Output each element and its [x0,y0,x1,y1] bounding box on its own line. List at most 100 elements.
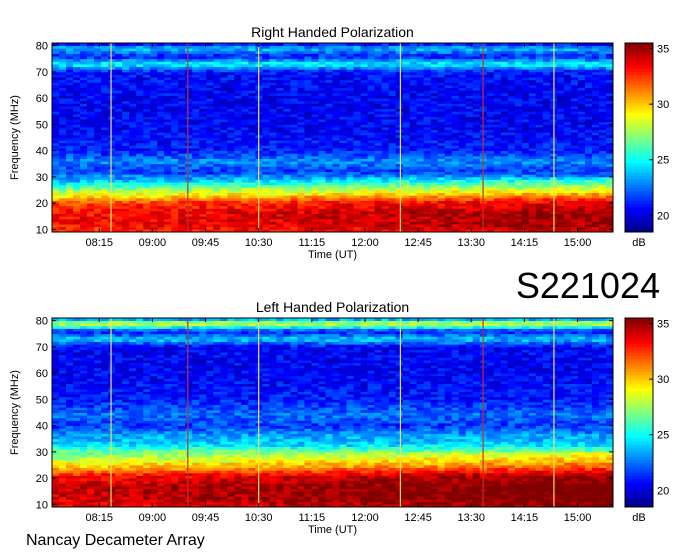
heatmap-cell [535,213,544,217]
heatmap-cell [248,174,256,178]
heatmap-cell [444,192,453,196]
heatmap-cell [122,127,130,131]
heatmap-cell [493,211,502,215]
heatmap-cell [402,153,411,157]
heatmap-cell [227,85,235,89]
heatmap-cell [458,150,467,154]
heatmap-cell [451,153,460,157]
heatmap-cell [528,218,537,222]
heatmap-cell [185,82,193,86]
heatmap-cell [157,211,165,215]
heatmap-cell [437,184,446,188]
heatmap-cell [325,174,333,178]
heatmap-cell [458,208,467,212]
heatmap-cell [570,158,579,162]
heatmap-cell [227,111,235,115]
heatmap-cell [164,127,172,131]
heatmap-cell [591,176,600,180]
heatmap-cell [472,142,481,146]
heatmap-cell [80,179,88,183]
heatmap-cell [262,71,270,75]
heatmap-cell [157,195,165,199]
heatmap-cell [304,95,312,99]
heatmap-cell [122,116,130,120]
heatmap-cell [73,103,81,107]
heatmap-cell [528,216,537,220]
heatmap-cell [430,98,439,102]
heatmap-cell [80,71,88,75]
heatmap-cell [367,150,375,154]
heatmap-cell [101,148,109,152]
heatmap-cell [339,153,347,157]
heatmap-cell [332,187,340,191]
heatmap-cell [318,142,326,146]
heatmap-cell [213,95,221,99]
heatmap-cell [472,119,481,123]
heatmap-cell [101,203,109,207]
heatmap-cell [444,140,453,144]
heatmap-cell [458,106,467,110]
heatmap-cell [591,90,600,94]
heatmap-cell [521,82,530,86]
heatmap-cell [570,100,579,104]
heatmap-cell [346,106,354,110]
heatmap-cell [157,85,165,89]
heatmap-cell [185,119,193,123]
heatmap-cell [563,213,572,217]
heatmap-cell [346,127,354,131]
heatmap-cell [276,182,284,186]
heatmap-cell [192,150,200,154]
heatmap-cell [248,119,256,123]
heatmap-cell [353,82,361,86]
heatmap-cell [437,103,446,107]
heatmap-cell [59,92,67,96]
heatmap-cell [136,205,144,209]
heatmap-cell [395,137,404,141]
heatmap-cell [178,166,186,170]
heatmap-cell [269,158,277,162]
heatmap-cell [360,92,368,96]
heatmap-cell [276,121,284,125]
heatmap-cell [129,218,137,222]
heatmap-cell [59,69,67,73]
heatmap-cell [332,163,340,167]
heatmap-cell [465,195,474,199]
heatmap-cell [556,166,565,170]
heatmap-cell [297,213,305,217]
heatmap-cell [80,155,88,159]
heatmap-cell [80,187,88,191]
heatmap-cell [570,176,579,180]
heatmap-cell [493,158,502,162]
heatmap-cell [493,127,502,131]
heatmap-cell [605,224,614,228]
heatmap-cell [192,187,200,191]
heatmap-cell [59,205,67,209]
heatmap-cell [311,166,319,170]
heatmap-cell [157,197,165,201]
heatmap-cell [164,87,172,91]
heatmap-cell [115,182,123,186]
heatmap-cell [591,121,600,125]
heatmap-cell [507,116,516,120]
heatmap-cell [388,203,397,207]
heatmap-cell [52,226,60,230]
heatmap-cell [269,195,277,199]
heatmap-cell [108,229,116,233]
heatmap-cell [122,174,130,178]
heatmap-cell [297,85,305,89]
heatmap-cell [87,197,95,201]
heatmap-cell [430,161,439,165]
heatmap-cell [451,176,460,180]
heatmap-cell [423,74,432,78]
heatmap-cell [136,77,144,81]
heatmap-cell [304,229,312,233]
heatmap-cell [94,184,102,188]
heatmap-cell [269,142,277,146]
heatmap-cell [437,87,446,91]
heatmap-cell [570,129,579,133]
heatmap-cell [318,158,326,162]
heatmap-cell [94,203,102,207]
heatmap-cell [129,150,137,154]
heatmap-cell [563,155,572,159]
